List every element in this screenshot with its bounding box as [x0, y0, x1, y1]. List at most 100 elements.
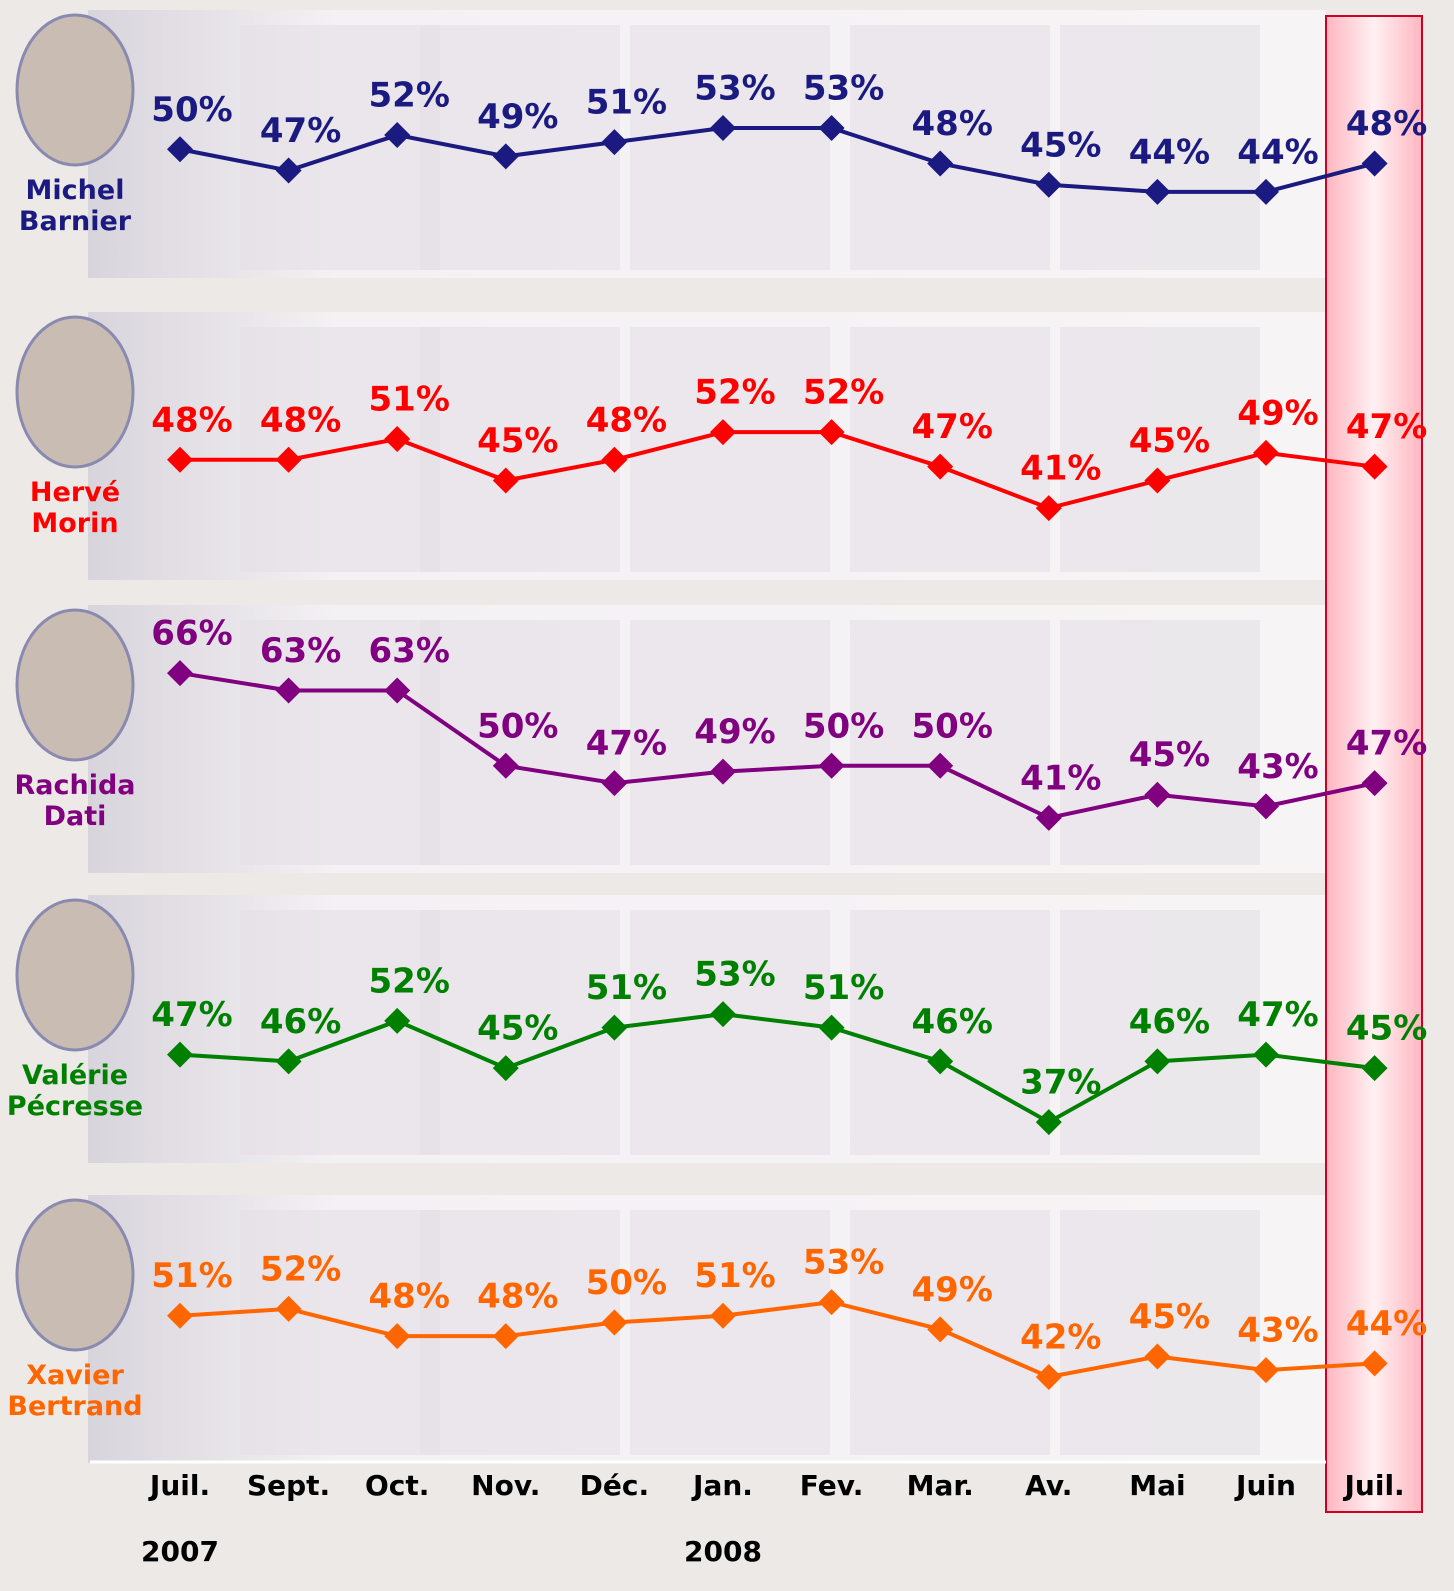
series-line — [179, 1300, 1375, 1380]
data-label: 41% — [1020, 449, 1101, 489]
portrait — [15, 1198, 135, 1352]
data-label: 43% — [1237, 747, 1318, 787]
data-label: 49% — [477, 97, 558, 137]
data-point — [1035, 171, 1062, 198]
data-label: 46% — [260, 1002, 341, 1042]
data-label: 50% — [477, 706, 558, 746]
data-label: 52% — [369, 76, 450, 116]
photo-tile — [850, 910, 1050, 1155]
portrait — [15, 608, 135, 762]
photo-tile — [1060, 327, 1260, 572]
portrait — [15, 13, 135, 167]
data-point — [927, 1316, 954, 1343]
data-point — [601, 1014, 628, 1041]
data-label: 44% — [1129, 132, 1210, 172]
data-label: 52% — [260, 1249, 341, 1289]
x-tick-label: Jan. — [691, 1469, 753, 1502]
data-point — [492, 1055, 519, 1082]
data-point — [492, 752, 519, 779]
data-point — [275, 446, 302, 473]
data-label: 51% — [586, 968, 667, 1008]
data-point — [710, 1302, 736, 1329]
data-label: 45% — [1020, 125, 1101, 165]
data-point — [275, 1295, 302, 1322]
data-label: 48% — [1346, 104, 1427, 144]
data-point — [1361, 770, 1388, 797]
data-label: 42% — [1020, 1317, 1101, 1357]
data-point — [927, 1048, 954, 1075]
data-label: 53% — [694, 68, 775, 108]
x-tick-label: Fev. — [800, 1469, 864, 1502]
series-name: Rachida Dati — [14, 770, 136, 832]
series-line — [179, 1012, 1375, 1125]
data-label: 50% — [151, 90, 232, 130]
data-label: 52% — [694, 373, 775, 413]
data-label: 49% — [694, 712, 775, 752]
data-point — [1253, 439, 1279, 466]
data-point — [167, 446, 193, 473]
photo-tile — [420, 327, 620, 572]
data-point — [492, 467, 519, 494]
photo-tile — [1060, 620, 1260, 865]
data-point — [275, 157, 302, 184]
highlight-column — [1325, 15, 1423, 1513]
data-label: 66% — [151, 614, 232, 654]
data-label: 48% — [477, 1277, 558, 1317]
photo-tile — [850, 25, 1050, 270]
data-point — [710, 419, 736, 446]
data-label: 49% — [912, 1270, 993, 1310]
data-label: 45% — [1346, 1009, 1427, 1049]
data-point — [275, 1048, 302, 1075]
data-point — [167, 1041, 193, 1068]
series-name: Valérie Pécresse — [6, 1060, 144, 1122]
data-label: 48% — [369, 1277, 450, 1317]
data-label: 48% — [151, 400, 232, 440]
data-label: 51% — [803, 968, 884, 1008]
data-point — [927, 453, 954, 480]
data-point — [601, 129, 628, 156]
data-label: 47% — [260, 111, 341, 151]
data-point — [1253, 1357, 1279, 1384]
data-point — [1361, 453, 1388, 480]
x-tick-label: Juil. — [148, 1469, 210, 1502]
data-point — [1035, 495, 1062, 522]
series-name: Hervé Morin — [29, 477, 121, 539]
data-label: 52% — [369, 961, 450, 1001]
photo-tile — [630, 620, 830, 865]
data-label: 51% — [151, 1256, 232, 1296]
data-point — [818, 752, 845, 779]
data-label: 47% — [1346, 407, 1427, 447]
photo-tile — [420, 25, 620, 270]
data-label: 50% — [586, 1263, 667, 1303]
data-point — [384, 1007, 411, 1034]
data-label: 37% — [1020, 1063, 1101, 1103]
data-point — [601, 770, 628, 797]
data-point — [1361, 1350, 1388, 1377]
data-label: 45% — [1129, 421, 1210, 461]
photo-tile — [630, 25, 830, 270]
data-point — [1253, 178, 1279, 205]
data-point — [384, 122, 411, 149]
data-point — [818, 1289, 845, 1316]
data-label: 53% — [803, 68, 884, 108]
photo-tile — [420, 910, 620, 1155]
series-name: Xavier Bertrand — [7, 1360, 143, 1422]
data-point — [1144, 1343, 1171, 1370]
data-point — [167, 660, 193, 687]
year-label: 2008 — [684, 1535, 762, 1568]
data-point — [384, 677, 411, 704]
data-label: 43% — [1237, 1311, 1318, 1351]
data-label: 51% — [694, 1256, 775, 1296]
data-label: 48% — [912, 104, 993, 144]
data-label: 45% — [477, 421, 558, 461]
series-name: Michel Barnier — [18, 175, 132, 237]
data-point — [492, 1323, 519, 1350]
photo-tile — [1060, 1210, 1260, 1455]
data-label: 49% — [1237, 393, 1318, 433]
data-point — [1144, 1048, 1171, 1075]
photo-tile — [850, 620, 1050, 865]
photo-tile — [1060, 25, 1260, 270]
data-point — [275, 677, 302, 704]
data-point — [710, 114, 736, 141]
